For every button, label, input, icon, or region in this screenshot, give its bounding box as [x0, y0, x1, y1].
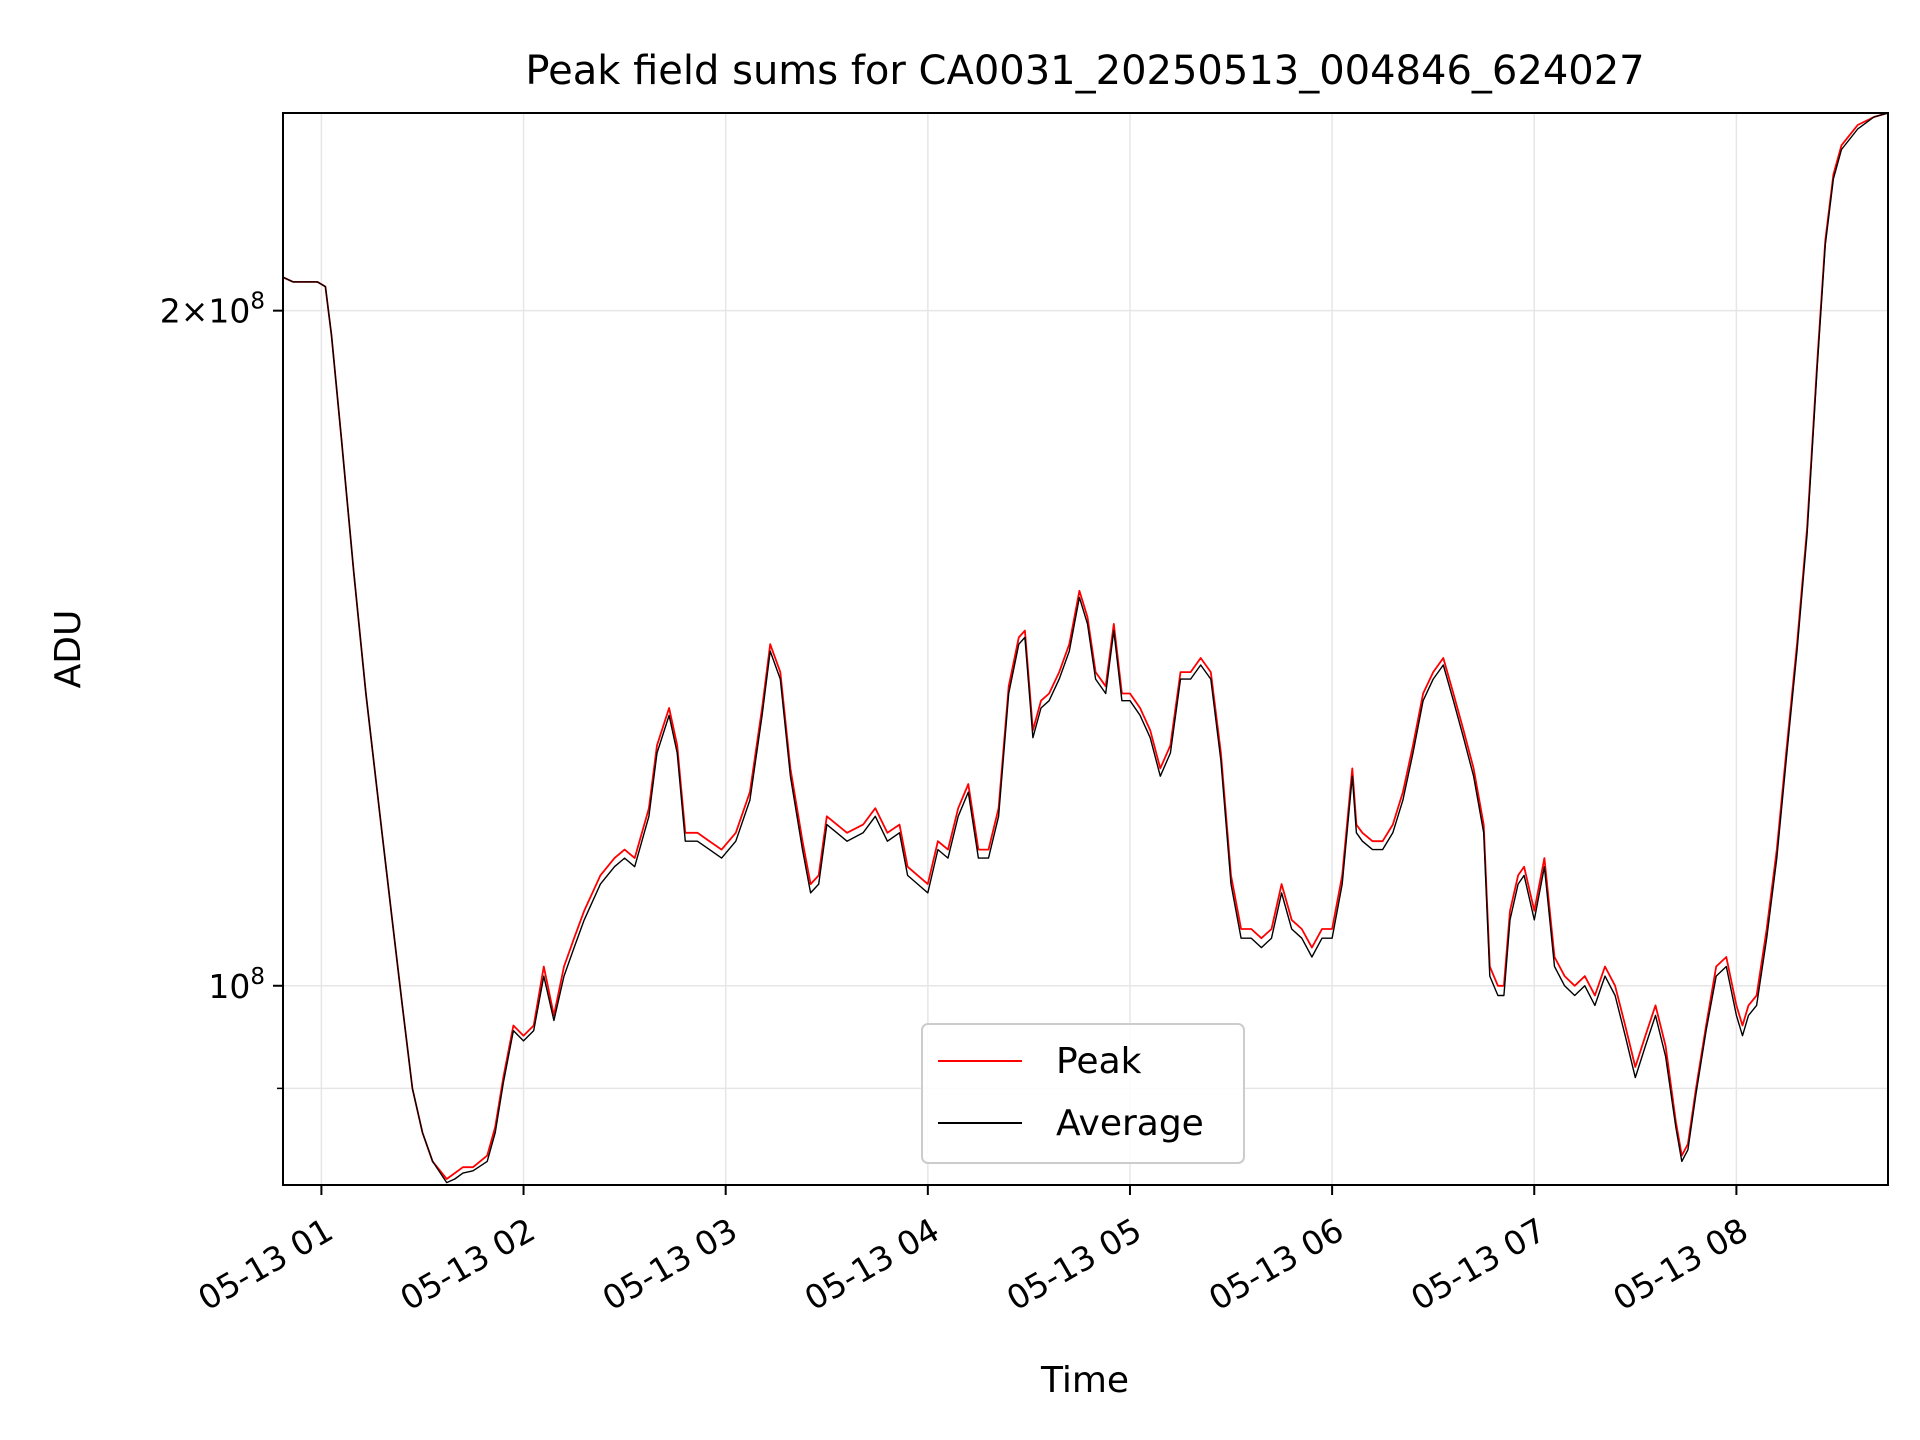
series-layer [283, 113, 1888, 1184]
x-axis-label: Time [1040, 1360, 1129, 1401]
legend-label-average: Average [1056, 1103, 1204, 1144]
y-axis-label: ADU [48, 610, 89, 689]
grid [283, 113, 1888, 1185]
chart-title: Peak field sums for CA0031_20250513_0048… [525, 48, 1644, 94]
series-line-peak [283, 113, 1888, 1180]
legend-label-peak: Peak [1056, 1041, 1142, 1082]
plot-frame [282, 112, 1889, 1186]
y-tick-label: 108 [208, 964, 265, 1006]
legend-box [921, 1023, 1245, 1164]
y-axis: 2×108 108 [160, 289, 283, 1090]
legend: Peak Average [921, 1023, 1245, 1164]
y-tick-label: 2×108 [160, 289, 265, 331]
series-line-average [283, 113, 1888, 1184]
